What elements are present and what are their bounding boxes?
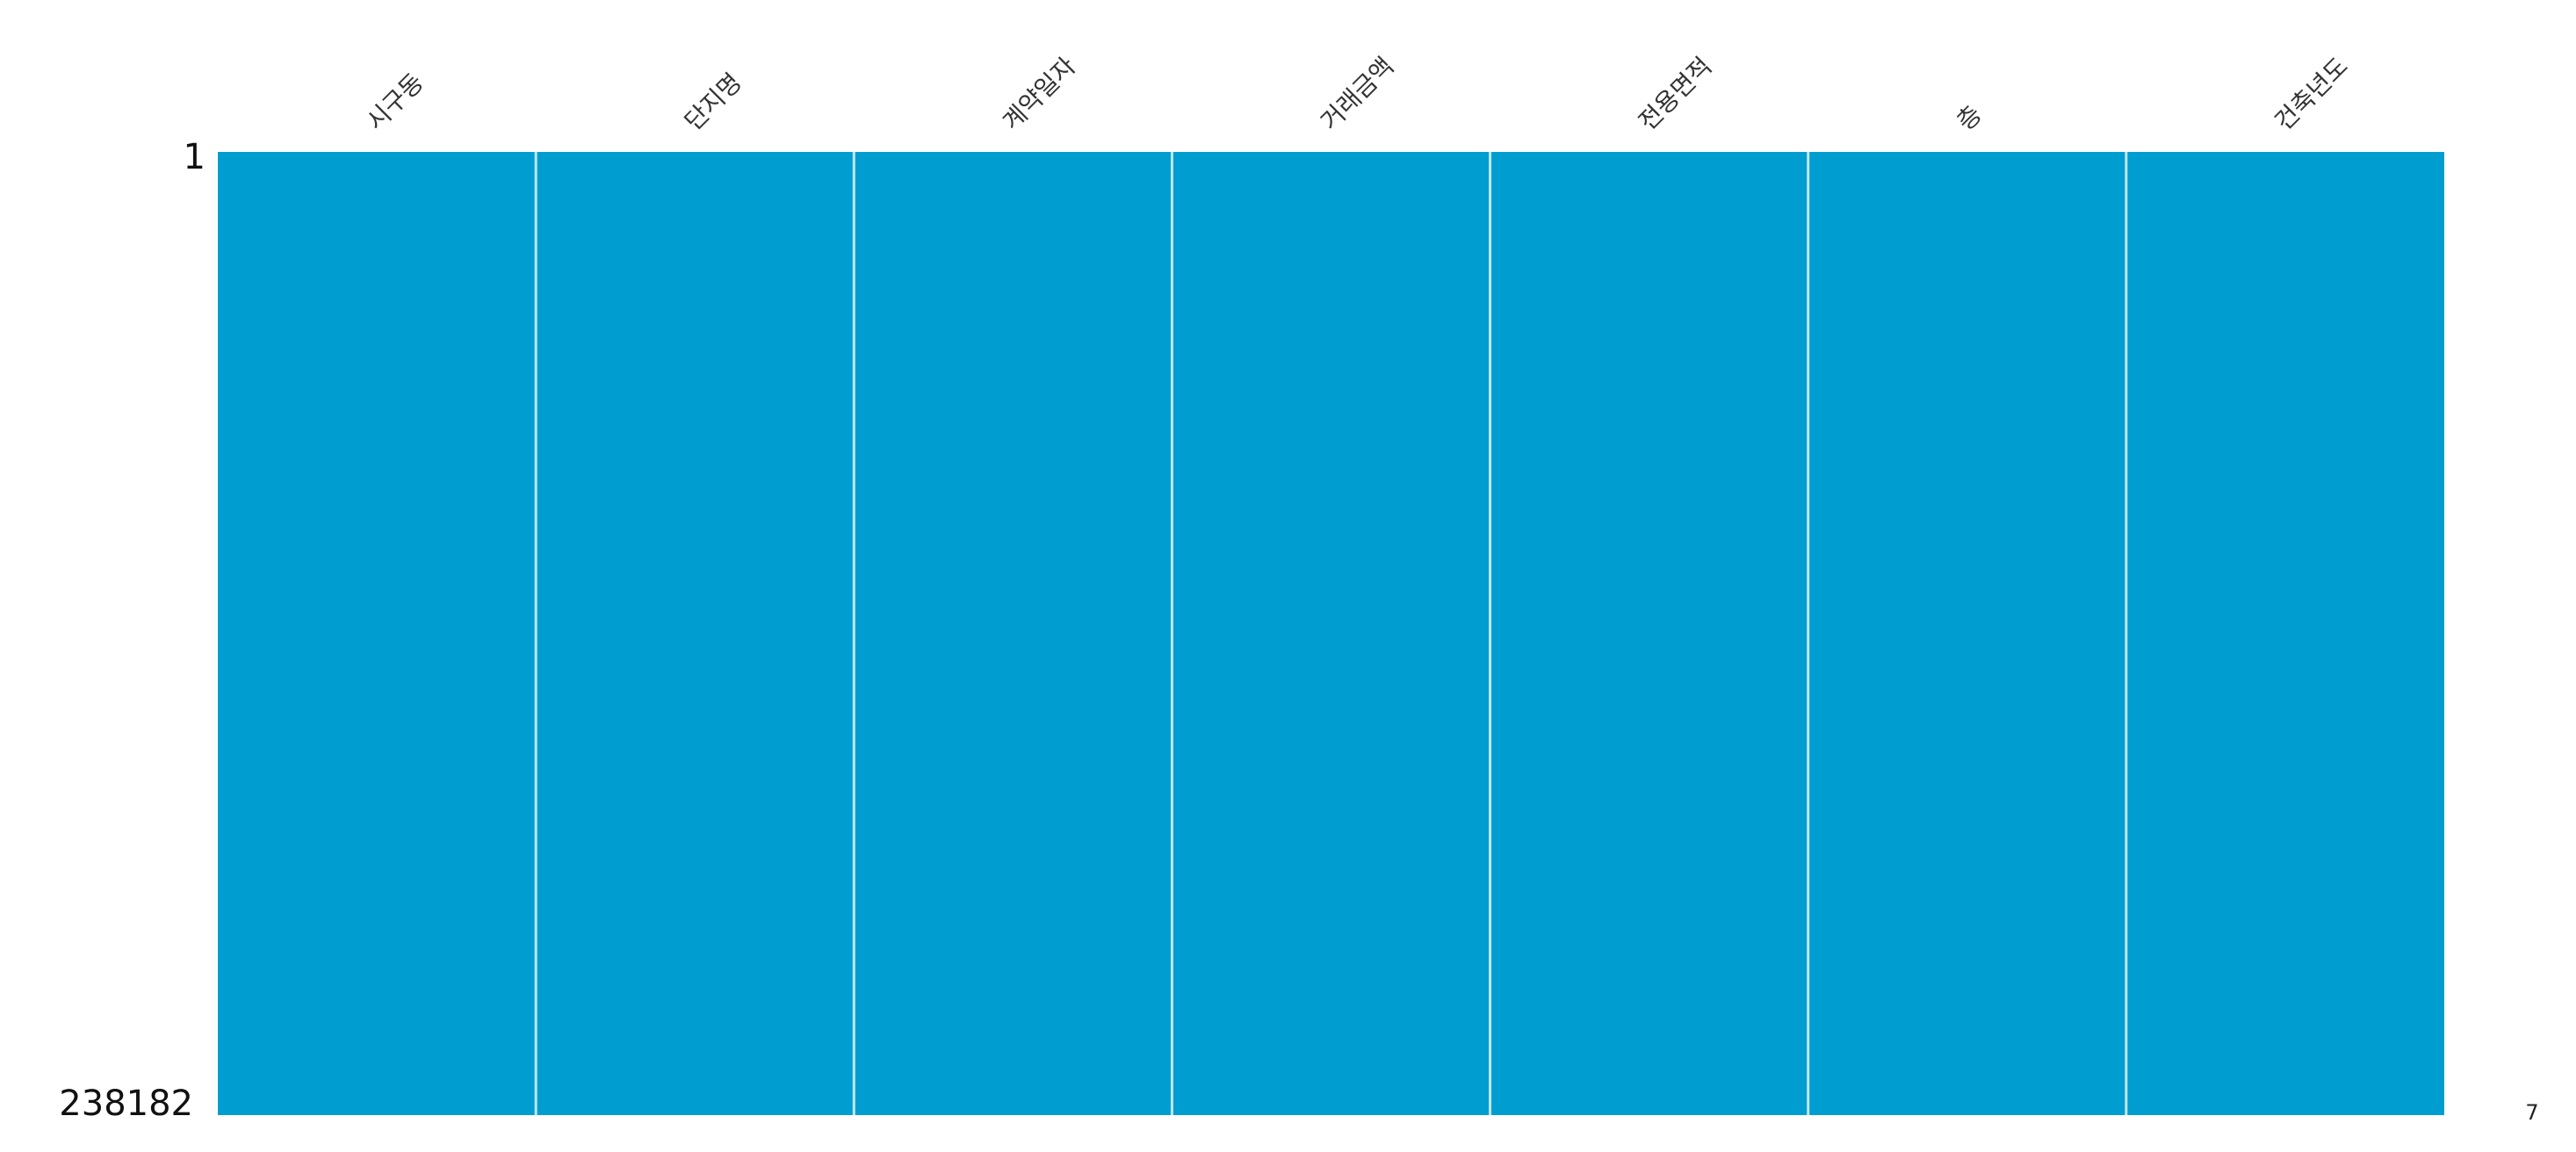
row-label-top: 1	[184, 137, 206, 177]
column-label-5: 전용면적	[1633, 52, 1717, 136]
column-separators	[534, 152, 2128, 1115]
matrix-column-4	[1172, 152, 1490, 1115]
row-label-bottom: 238182	[59, 1084, 193, 1124]
matrix-column-2	[536, 152, 855, 1115]
matrix-column-5	[1490, 152, 1808, 1115]
column-label-4: 거래금액	[1315, 52, 1399, 136]
column-label-7: 건축년도	[2269, 52, 2354, 136]
column-label-6: 층	[1951, 99, 1988, 136]
column-label-1: 시구동	[361, 68, 429, 136]
matrix-column-1	[218, 152, 537, 1115]
matrix-columns	[218, 152, 2444, 1115]
matrix-column-6	[1808, 152, 2126, 1115]
completeness-label: 7	[2525, 1100, 2538, 1125]
matrix-column-7	[2125, 152, 2444, 1115]
column-label-2: 단지명	[679, 68, 747, 136]
matrix-column-3	[854, 152, 1173, 1115]
column-label-3: 계약일자	[997, 52, 1081, 136]
